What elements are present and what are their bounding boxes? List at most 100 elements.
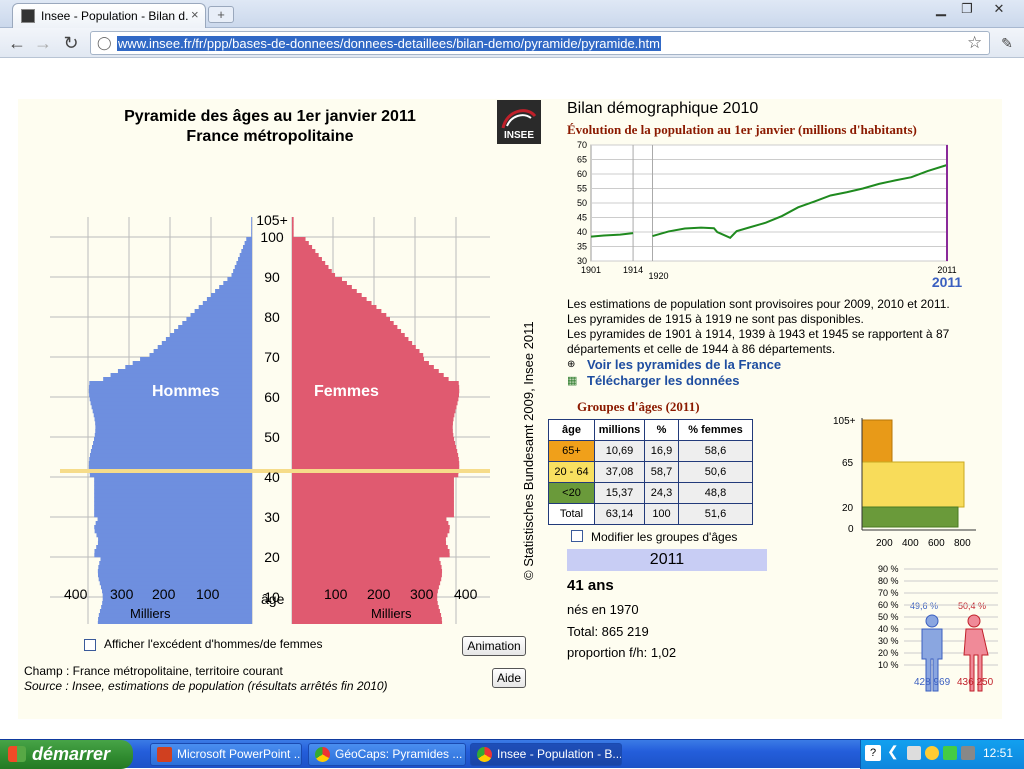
- women-age-bar: [292, 405, 457, 410]
- taskbar-item-powerpoint[interactable]: Microsoft PowerPoint ...: [150, 743, 302, 766]
- men-age-bar: [157, 345, 252, 350]
- url-text[interactable]: www.insee.fr/fr/ppp/bases-de-donnees/don…: [117, 36, 661, 51]
- men-age-bar: [95, 421, 252, 426]
- start-button[interactable]: démarrer: [0, 740, 133, 769]
- men-age-bar: [90, 449, 253, 454]
- address-bar[interactable]: ◯ www.insee.fr/fr/ppp/bases-de-donnees/d…: [90, 31, 990, 55]
- taskbar-item-geocaps[interactable]: GéoCaps: Pyramides ...: [308, 743, 466, 766]
- x-tick-label: 1914: [623, 265, 643, 275]
- men-age-bar: [88, 465, 253, 470]
- back-icon[interactable]: ←: [8, 33, 26, 53]
- men-age-bar: [98, 617, 252, 622]
- modify-groups-checkbox[interactable]: [571, 530, 583, 542]
- wrench-icon[interactable]: ✎: [1001, 35, 1013, 51]
- women-age-bar: [292, 397, 459, 402]
- volume-icon[interactable]: [961, 746, 975, 760]
- women-age-bar: [292, 445, 457, 450]
- close-window-button[interactable]: ✕: [993, 1, 1005, 16]
- age-big: 41 ans: [567, 577, 614, 594]
- women-age-bar: [292, 577, 442, 582]
- copyright-vertical: © Statistisches Bundesamt 2009, Insee 20…: [521, 321, 536, 580]
- age-tick-label: 30: [264, 509, 280, 525]
- chevron-left-icon[interactable]: ❮: [887, 743, 899, 759]
- bookmark-star-icon[interactable]: ☆: [967, 33, 983, 52]
- age-tick-label: 80: [264, 309, 280, 325]
- women-age-bar: [292, 357, 425, 362]
- table-cell: 48,8: [678, 482, 753, 504]
- women-age-bar: [292, 329, 402, 334]
- link-pyramides-france[interactable]: Voir les pyramides de la France: [587, 357, 782, 372]
- women-age-bar: [292, 553, 450, 558]
- tray-app-icon[interactable]: [943, 746, 957, 760]
- plus-icon: ⊕: [567, 359, 576, 370]
- excess-checkbox[interactable]: [84, 639, 96, 651]
- network-icon[interactable]: [907, 746, 921, 760]
- table-cell: 65+: [548, 440, 595, 462]
- men-age-bar: [96, 533, 253, 538]
- browser-tab[interactable]: Insee - Population - Bilan d... ×: [12, 3, 206, 28]
- forward-icon[interactable]: →: [34, 33, 52, 53]
- men-age-bar: [88, 461, 252, 466]
- women-age-bar: [292, 601, 438, 606]
- table-cell: 37,08: [594, 461, 645, 483]
- women-age-bar: [292, 593, 438, 598]
- men-age-bar: [231, 273, 252, 278]
- table-row: 20 - 64 37,08 58,7 50,6: [548, 461, 753, 483]
- y-tick-label: 35: [577, 242, 587, 252]
- women-age-bar: [292, 609, 440, 614]
- minimize-button[interactable]: ▁: [936, 1, 946, 16]
- link-telecharger[interactable]: Télécharger les données: [587, 373, 740, 388]
- men-age-bar: [89, 457, 252, 462]
- x-tick-label: 1901: [581, 265, 601, 275]
- chrome-icon: [315, 747, 330, 762]
- pyramid-subtitle: France métropolitaine: [186, 128, 354, 145]
- men-age-bar: [94, 437, 252, 442]
- women-age-bar: [292, 237, 306, 242]
- help-icon[interactable]: ?: [865, 745, 881, 761]
- taskbar-item-insee[interactable]: Insee - Population - B...: [470, 743, 622, 766]
- unit-right: Milliers: [371, 606, 412, 621]
- table-cell: 10,69: [594, 440, 645, 462]
- men-age-bar: [94, 485, 253, 490]
- new-tab-button[interactable]: +: [208, 6, 234, 23]
- women-age-bar: [292, 561, 441, 566]
- reload-icon[interactable]: ↻: [63, 33, 79, 53]
- men-age-bar: [161, 341, 252, 346]
- men-age-bar: [219, 285, 252, 290]
- women-age-bar: [292, 361, 429, 366]
- men-age-bar: [98, 565, 252, 570]
- aide-button[interactable]: Aide: [492, 668, 526, 688]
- table-header-row: âge millions % % femmes: [548, 419, 753, 441]
- women-age-bar: [292, 541, 447, 546]
- men-age-bar: [234, 265, 252, 270]
- men-age-bar: [93, 441, 252, 446]
- tab-close-icon[interactable]: ×: [191, 7, 199, 22]
- proportion: proportion f/h: 1,02: [567, 645, 677, 660]
- women-age-bar: [292, 437, 455, 442]
- men-pct: 49,6 %: [910, 601, 938, 611]
- mini-y-tick: 20: [842, 503, 854, 514]
- x-tick-label: 1920: [648, 271, 668, 281]
- table-cell: Total: [548, 503, 595, 525]
- mini-x-tick: 400: [902, 538, 919, 549]
- women-age-bar: [292, 493, 454, 498]
- women-age-bar: [292, 457, 459, 462]
- men-age-bar: [236, 261, 252, 266]
- total-count: Total: 865 219: [567, 624, 649, 639]
- security-icon[interactable]: [925, 746, 939, 760]
- men-age-bar: [89, 397, 252, 402]
- table-cell: 24,3: [644, 482, 679, 504]
- age-tick-label: 40: [264, 469, 280, 485]
- men-age-bar: [241, 249, 252, 254]
- pct-tick-label: 70 %: [878, 588, 899, 598]
- y-tick-label: 45: [577, 213, 587, 223]
- page-content: Pyramide des âges au 1er janvier 2011 Fr…: [0, 59, 1024, 739]
- men-age-bar: [88, 389, 252, 394]
- excess-checkbox-label: Afficher l'excédent d'hommes/de femmes: [104, 637, 323, 651]
- animation-button[interactable]: Animation: [462, 636, 526, 656]
- women-age-bar: [292, 269, 332, 274]
- insee-logo: INSEE: [497, 100, 541, 144]
- age-tick-label: 105+: [256, 212, 288, 228]
- men-age-bar: [95, 429, 252, 434]
- maximize-button[interactable]: ❐: [961, 1, 973, 16]
